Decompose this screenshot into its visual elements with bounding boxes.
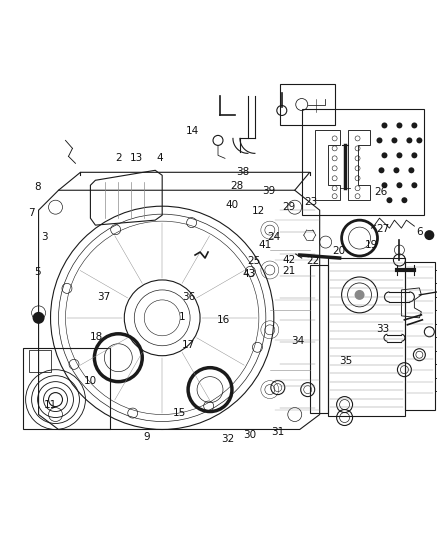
Text: 30: 30 [243,431,256,440]
Text: 36: 36 [182,292,195,302]
Text: 1: 1 [179,312,185,322]
Circle shape [424,230,434,240]
Text: 41: 41 [258,240,272,251]
Text: 5: 5 [35,267,41,277]
Text: 17: 17 [182,340,195,350]
Text: 11: 11 [44,400,57,410]
Text: 19: 19 [365,240,378,251]
Text: 7: 7 [28,208,35,219]
Circle shape [393,167,399,173]
Bar [23,348,110,430]
Text: 18: 18 [90,332,103,342]
Text: 40: 40 [226,200,239,211]
Text: 24: 24 [267,232,280,243]
Bar [406,262,435,409]
Bar [280,84,335,125]
Circle shape [406,138,413,143]
Circle shape [417,138,422,143]
Text: 10: 10 [84,376,97,386]
Text: 9: 9 [144,432,150,441]
Circle shape [408,167,414,173]
Text: 38: 38 [237,167,250,177]
Circle shape [381,123,388,128]
Text: 43: 43 [242,270,255,279]
Text: 13: 13 [129,152,143,163]
Text: 6: 6 [417,227,423,237]
Bar [310,265,328,413]
Circle shape [355,290,364,300]
Circle shape [396,123,403,128]
Circle shape [381,152,388,158]
Text: 23: 23 [304,197,317,207]
Text: 25: 25 [247,256,261,266]
Circle shape [411,182,417,188]
Bar [328,258,406,416]
Text: 21: 21 [282,266,296,276]
Circle shape [381,182,388,188]
Text: 28: 28 [230,181,243,191]
Circle shape [378,167,385,173]
Text: 14: 14 [186,126,199,136]
Text: 15: 15 [173,408,186,418]
Text: 31: 31 [271,427,285,437]
Text: 27: 27 [376,224,389,235]
Text: 20: 20 [332,246,346,255]
Text: 39: 39 [263,186,276,196]
Text: 16: 16 [217,314,230,325]
Text: 26: 26 [374,187,387,197]
Circle shape [411,152,417,158]
Text: 33: 33 [376,324,389,334]
Circle shape [396,152,403,158]
Circle shape [401,197,407,203]
Text: 8: 8 [35,182,41,192]
Circle shape [377,138,382,143]
Text: 34: 34 [291,336,304,346]
Text: 32: 32 [221,434,234,444]
Text: 29: 29 [282,202,296,212]
Circle shape [386,197,392,203]
Circle shape [392,138,397,143]
Text: 42: 42 [282,255,296,265]
Text: 3: 3 [41,232,48,243]
Bar [28,350,50,372]
Text: 22: 22 [306,256,319,266]
Text: 2: 2 [115,152,122,163]
Circle shape [32,312,45,324]
Text: 4: 4 [157,152,163,163]
Text: 12: 12 [252,206,265,216]
Text: 37: 37 [97,292,110,302]
Circle shape [411,123,417,128]
Circle shape [396,182,403,188]
Text: 35: 35 [339,356,352,366]
